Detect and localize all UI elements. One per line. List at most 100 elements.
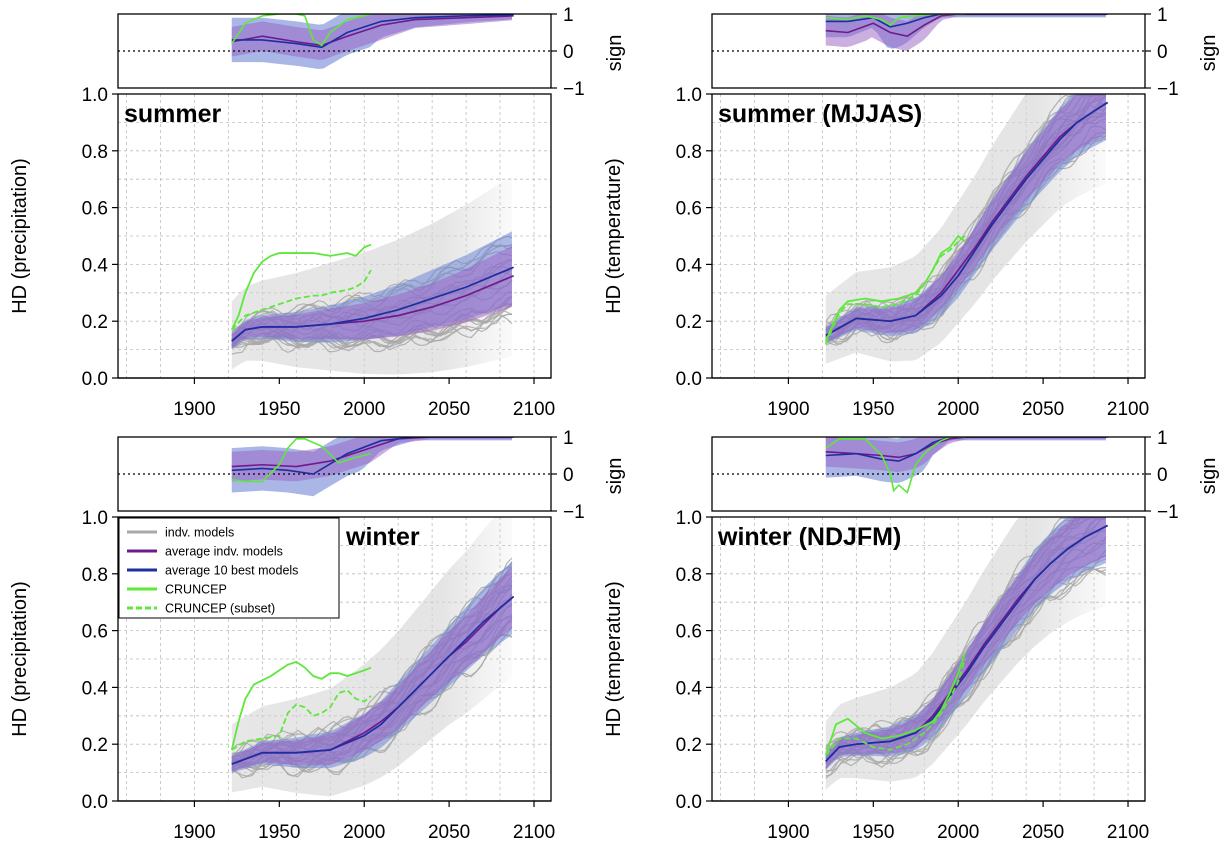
sign-plot-area (712, 437, 1145, 494)
y-tick-label: 0.6 (676, 199, 702, 220)
x-tick-label: 1950 (258, 399, 300, 420)
y-tick-label: 0.4 (676, 255, 703, 276)
x-tick-label: 2100 (1107, 822, 1149, 843)
series-line-cruncep_subset (825, 658, 966, 757)
sign-line-cruncep (825, 437, 966, 494)
x-tick-label: 2100 (1107, 399, 1149, 420)
series-line-cruncep_subset (231, 269, 372, 331)
series-line-cruncep_subset (824, 235, 966, 345)
y-tick-label: 0.8 (82, 142, 108, 163)
sign-tick-label: 0 (1157, 465, 1168, 486)
sign-line-average_10_best_models (231, 437, 514, 475)
x-tick-label: 2000 (937, 822, 979, 843)
legend-label: CRUNCEP (subset) (165, 602, 275, 616)
sign-all-band (825, 437, 1106, 472)
series-line-cruncep (230, 660, 372, 751)
y-tick-label: 1.0 (82, 508, 108, 529)
sign-tick-label: 1 (1157, 5, 1168, 26)
indv-model-line (231, 557, 513, 751)
x-tick-label: 1950 (852, 399, 894, 420)
x-tick-label: 2050 (428, 822, 470, 843)
x-tick-label: 1900 (173, 822, 215, 843)
y-tick-label: 0.2 (82, 735, 108, 756)
y-axis-title: HD (precipitation) (9, 581, 31, 737)
sign-all-band (825, 14, 1106, 51)
panel-title: winter (NDJFM) (717, 523, 901, 551)
sign-tick-label: −1 (1157, 502, 1179, 523)
y-tick-label: 0.4 (82, 255, 109, 276)
sign-tick-label: 1 (1157, 428, 1168, 449)
x-tick-label: 1900 (173, 399, 215, 420)
legend-label: average indv. models (165, 545, 283, 559)
main-plot-area (118, 517, 551, 801)
y-tick-label: 0.6 (676, 622, 702, 643)
legend-box (118, 517, 340, 619)
y-tick-label: 0.0 (676, 369, 702, 390)
x-tick-label: 2100 (513, 399, 555, 420)
legend: indv. models average indv. models average … (118, 517, 340, 619)
series-line-average_10_best_models (825, 524, 1109, 762)
series-line-average_10_best_models (825, 101, 1109, 337)
sign-all-band (231, 437, 512, 482)
y-tick-label: 0.2 (82, 312, 108, 333)
x-tick-label: 2050 (1022, 822, 1064, 843)
all-models-band (825, 517, 1106, 769)
y-tick-label: 1.0 (676, 508, 702, 529)
x-tick-label: 1950 (852, 822, 894, 843)
series-line-cruncep_subset (231, 689, 372, 751)
x-tick-label: 1900 (767, 399, 809, 420)
y-tick-label: 0.8 (82, 565, 108, 586)
y-tick-label: 0.6 (82, 622, 108, 643)
panel-summer-temperature: 0.0 0.2 0.4 0.6 0.8 1.0 1900 1950 2000 2050 2100 HD… (603, 5, 1220, 420)
y-tick-label: 0.2 (676, 312, 702, 333)
sign-line-average_indv_models (231, 15, 514, 47)
series-line-average_10_best_models (231, 595, 515, 765)
sign-tick-label: 1 (563, 5, 574, 26)
x-tick-label: 1900 (767, 822, 809, 843)
panel-title: summer (MJJAS) (718, 100, 922, 128)
panel-winter-precipitation: 0.0 0.2 0.4 0.6 0.8 1.0 1900 1950 2000 2050 2100 HD… (9, 428, 626, 843)
panel-title: summer (124, 100, 222, 128)
indv-model-line (825, 568, 1107, 772)
main-plot-area (712, 94, 1145, 378)
sign-line-cruncep (231, 14, 372, 47)
x-tick-label: 2050 (428, 399, 470, 420)
sign-axis-title: sign (604, 458, 626, 495)
panel-title: winter (345, 523, 420, 551)
sign-tick-label: 1 (563, 428, 574, 449)
sign-line-average_10_best_models (231, 14, 514, 49)
y-tick-label: 0.0 (82, 369, 108, 390)
y-axis-title: HD (precipitation) (9, 158, 31, 314)
indv-model-line (825, 94, 1106, 322)
sign-all-band (231, 14, 512, 60)
y-tick-label: 0.4 (82, 678, 109, 699)
series-line-cruncep (824, 653, 966, 756)
sign-tick-label: 0 (1157, 42, 1168, 63)
sign-line-average_indv_models (825, 14, 1108, 38)
series-line-cruncep (230, 243, 372, 331)
sign-plot-area (118, 437, 551, 497)
indv-model-line (231, 312, 513, 355)
sign-tick-label: 0 (563, 465, 574, 486)
sign-plot-area (712, 14, 1145, 52)
sign-axis-title: sign (1198, 458, 1220, 495)
y-tick-label: 0.4 (676, 678, 703, 699)
sign-tick-label: −1 (1157, 79, 1179, 100)
y-tick-label: 0.8 (676, 142, 702, 163)
model-spread-cloud (231, 517, 512, 797)
y-tick-label: 0.2 (676, 735, 702, 756)
sign-line-average_indv_models (231, 437, 514, 468)
y-tick-label: 0.6 (82, 199, 108, 220)
x-tick-label: 2000 (937, 399, 979, 420)
y-tick-label: 1.0 (676, 85, 702, 106)
sign-line-average_10_best_models (825, 14, 1108, 28)
panel-summer-precipitation: 0.0 0.2 0.4 0.6 0.8 1.0 1900 1950 2000 2050 2100 HD… (9, 5, 626, 420)
sign-axis-title: sign (604, 35, 626, 72)
y-axis-title: HD (temperature) (603, 158, 625, 314)
y-tick-label: 0.8 (676, 565, 702, 586)
legend-label: average 10 best models (165, 564, 298, 578)
sign-line-cruncep (825, 14, 966, 27)
sign-plot-area (118, 14, 551, 70)
indv-model-line (825, 517, 1106, 751)
sign-tick-label: −1 (563, 502, 585, 523)
